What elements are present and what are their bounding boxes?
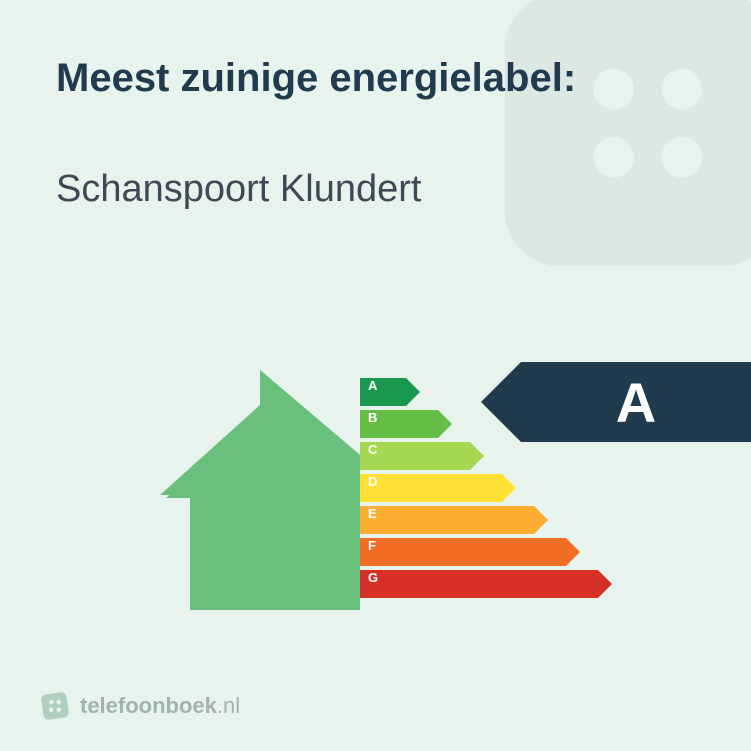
energy-bar-c: C	[360, 442, 612, 470]
watermark-phonebook-icon	[471, 0, 751, 300]
energy-bar-letter: F	[368, 538, 376, 553]
energy-bar-f: F	[360, 538, 612, 566]
location-name: Schanspoort Klundert	[56, 168, 421, 211]
footer-tld: .nl	[217, 693, 240, 718]
phonebook-icon	[40, 691, 70, 721]
selected-label-badge: A	[521, 362, 751, 442]
energy-bar-letter: A	[368, 378, 377, 393]
energy-bar-letter: D	[368, 474, 377, 489]
footer-brand-name: telefoonboek	[80, 693, 217, 718]
energy-bar-d: D	[360, 474, 612, 502]
energy-bar-letter: C	[368, 442, 377, 457]
footer-branding: telefoonboek.nl	[40, 691, 240, 721]
house-icon	[160, 360, 360, 620]
card-title: Meest zuinige energielabel:	[56, 56, 576, 101]
energy-bar-letter: B	[368, 410, 377, 425]
selected-label-letter: A	[616, 370, 656, 435]
energy-bar-letter: G	[368, 570, 378, 585]
energy-bar-g: G	[360, 570, 612, 598]
footer-text: telefoonboek.nl	[80, 693, 240, 719]
energy-bar-letter: E	[368, 506, 377, 521]
energy-bar-e: E	[360, 506, 612, 534]
